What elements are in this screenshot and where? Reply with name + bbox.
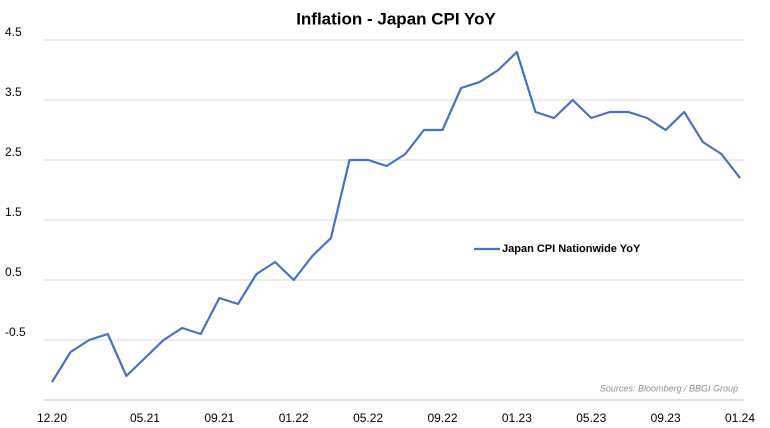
- y-tick-label: -0.5: [5, 325, 26, 339]
- source-note: Sources: Bloomberg / BBGI Group: [600, 383, 738, 393]
- x-tick-label: 01.24: [725, 411, 755, 425]
- x-tick-label: 05.23: [576, 411, 606, 425]
- x-tick-label: 09.21: [204, 411, 234, 425]
- chart-title: Inflation - Japan CPI YoY: [296, 9, 496, 28]
- x-tick-label: 09.22: [427, 411, 457, 425]
- x-tick-label: 05.22: [353, 411, 383, 425]
- y-tick-label: 3.5: [5, 85, 22, 99]
- x-tick-label: 09.23: [651, 411, 681, 425]
- x-tick-label: 01.22: [279, 411, 309, 425]
- x-tick-label: 12.20: [37, 411, 67, 425]
- x-tick-label: 01.23: [502, 411, 532, 425]
- x-tick-label: 05.21: [130, 411, 160, 425]
- y-tick-label: 4.5: [5, 25, 22, 39]
- y-tick-label: 2.5: [5, 145, 22, 159]
- data-line: [51, 50, 741, 383]
- y-tick-label: 1.5: [5, 205, 22, 219]
- legend-label: Japan CPI Nationwide YoY: [502, 243, 641, 255]
- y-tick-label: 0.5: [5, 265, 22, 279]
